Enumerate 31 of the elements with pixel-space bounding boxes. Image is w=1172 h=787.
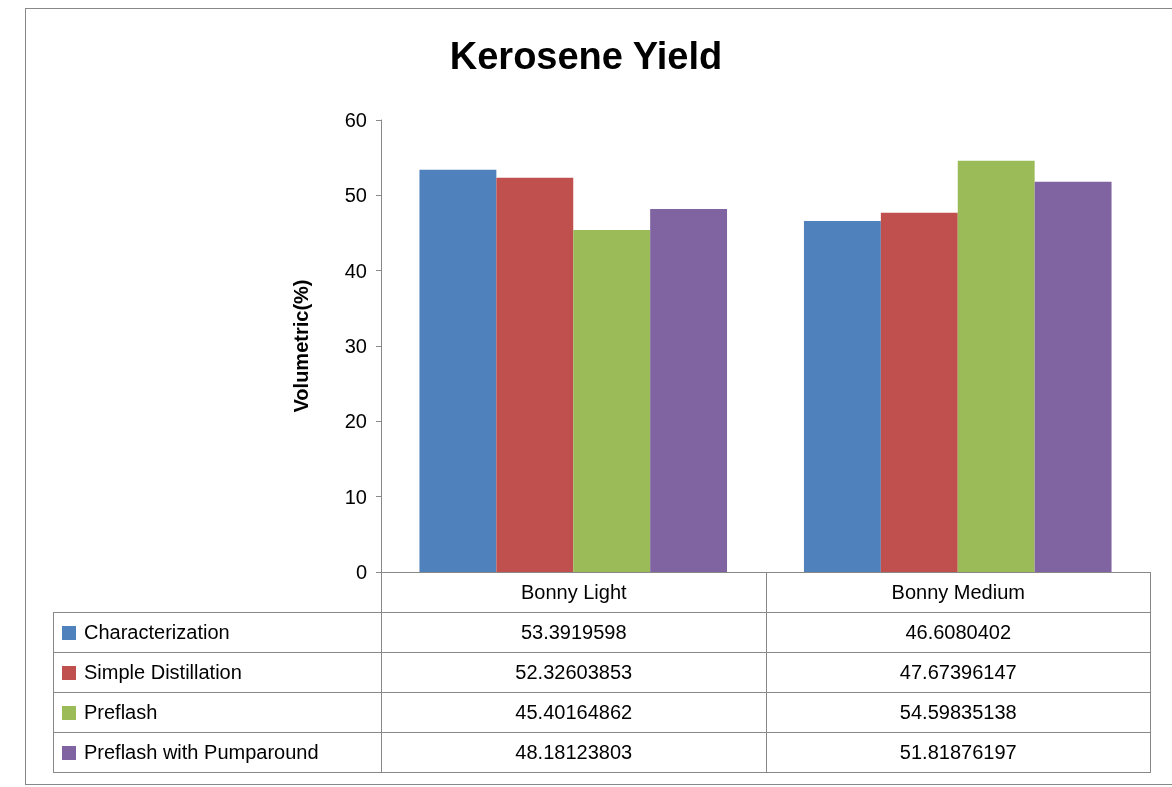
bar: [496, 177, 574, 572]
data-label: 52.32603853: [381, 652, 766, 693]
data-label: 45.40164862: [381, 692, 766, 733]
legend-label: Preflash: [84, 701, 158, 724]
legend-label: Preflash with Pumparound: [84, 741, 319, 764]
bar: [880, 212, 958, 572]
y-tick-label: 60: [344, 109, 367, 131]
data-label: 46.6080402: [766, 612, 1151, 653]
y-tick-label: 50: [344, 184, 367, 207]
bar: [1034, 181, 1112, 572]
x-tick-label: Bonny Medium: [766, 572, 1151, 613]
data-label: 51.81876197: [766, 732, 1151, 773]
chart-title: Kerosene Yield: [449, 35, 723, 77]
bar: [803, 220, 881, 572]
x-tick-label: Bonny Light: [381, 572, 766, 613]
legend-label: Simple Distillation: [84, 661, 242, 684]
y-tick-label: 30: [344, 335, 367, 357]
data-label: 54.59835138: [766, 692, 1151, 733]
data-label: 47.67396147: [766, 652, 1151, 693]
data-label: 48.18123803: [381, 732, 766, 773]
bar: [957, 160, 1035, 572]
y-tick-label: 40: [344, 259, 367, 282]
legend-label: Characterization: [84, 621, 230, 644]
data-label: 53.3919598: [381, 612, 766, 653]
y-axis-title: Volumetric(%): [290, 279, 312, 413]
bar: [650, 209, 728, 572]
bar: [573, 229, 651, 572]
bar: [419, 169, 497, 572]
y-tick-label: 20: [344, 410, 367, 433]
y-tick-label: 10: [344, 485, 367, 508]
y-tick-label: 0: [355, 561, 367, 583]
